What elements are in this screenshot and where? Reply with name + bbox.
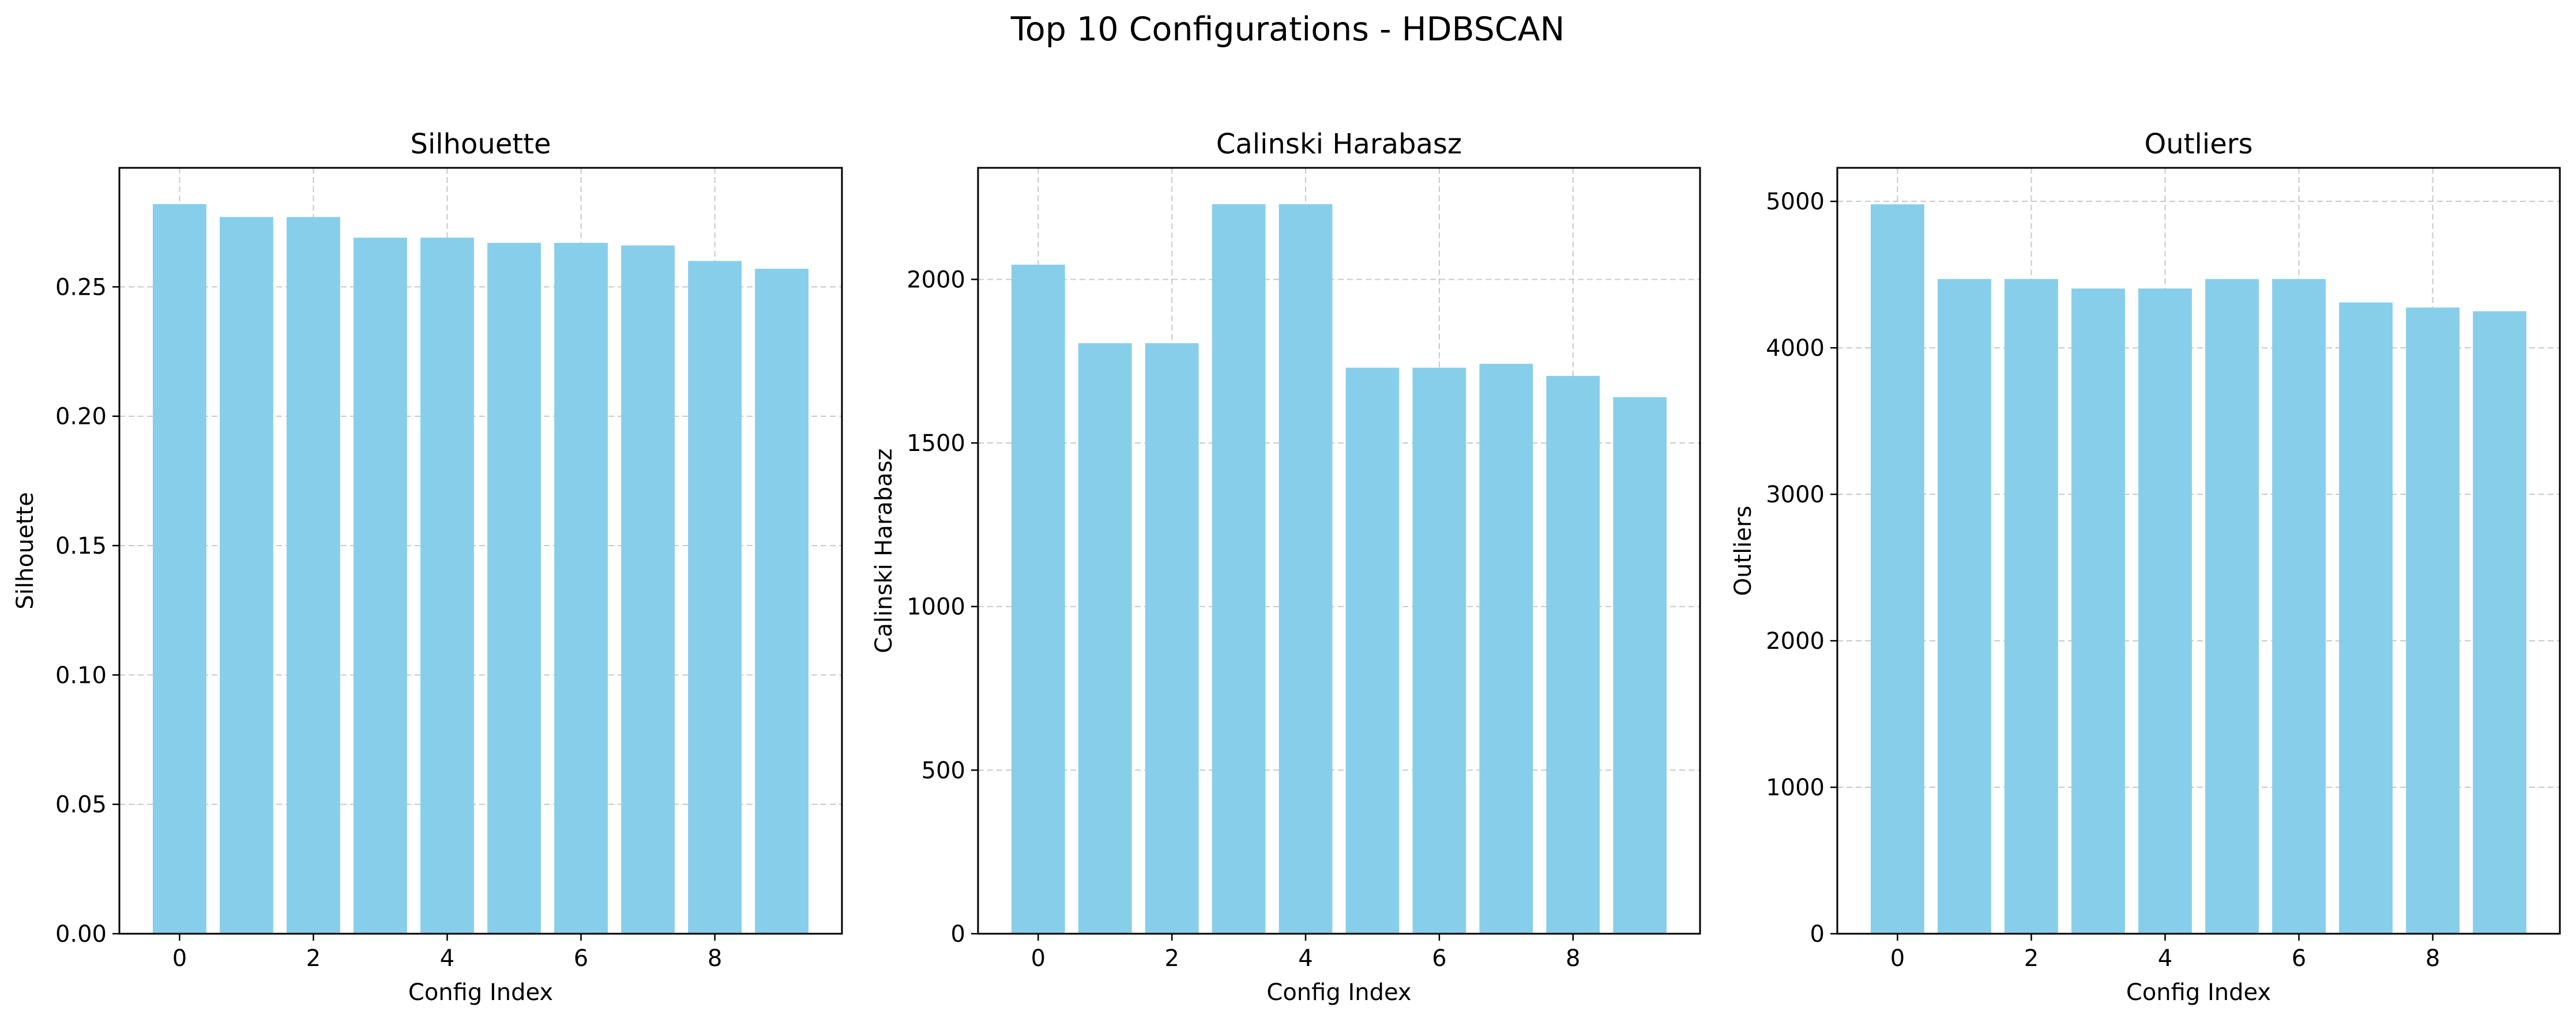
y-tick-label: 500 bbox=[922, 757, 965, 784]
bar-2 bbox=[2005, 279, 2058, 934]
chart-panels: 0.00 0.05 0.10 0.15 0.20 0.25 0 2 4 6 8 Silhouette C… bbox=[12, 128, 2561, 1006]
bar-2 bbox=[1145, 343, 1199, 934]
x-tick-label: 2 bbox=[2024, 945, 2039, 972]
x-tick-label: 4 bbox=[2158, 945, 2172, 972]
y-tick-label: 1000 bbox=[907, 594, 965, 621]
bar-5 bbox=[2205, 279, 2259, 934]
bar-7 bbox=[2339, 302, 2393, 934]
bar-1 bbox=[1938, 279, 1991, 934]
y-tick-label: 0.05 bbox=[55, 792, 107, 818]
y-tick-label: 0.15 bbox=[55, 533, 107, 559]
bar-4 bbox=[1278, 204, 1333, 934]
bar-2 bbox=[287, 217, 340, 934]
bar-0 bbox=[1011, 264, 1065, 934]
panel-title: Calinski Harabasz bbox=[1216, 128, 1462, 160]
bar-9 bbox=[2473, 311, 2526, 934]
bar-8 bbox=[1546, 375, 1600, 934]
y-axis-label: Silhouette bbox=[12, 492, 39, 609]
y-tick-label: 0 bbox=[951, 921, 965, 948]
bar-3 bbox=[354, 238, 407, 934]
x-tick-label: 6 bbox=[2292, 945, 2306, 972]
x-tick-label: 0 bbox=[1890, 945, 1905, 972]
y-tick-label: 1000 bbox=[1766, 775, 1825, 801]
x-tick-label: 0 bbox=[172, 945, 187, 972]
bar-0 bbox=[153, 204, 206, 934]
bar-3 bbox=[2071, 288, 2125, 934]
bar-9 bbox=[755, 268, 808, 934]
axes-frame bbox=[1836, 167, 2561, 935]
bar-8 bbox=[2406, 307, 2460, 934]
bar-8 bbox=[688, 261, 742, 934]
bar-6 bbox=[1412, 367, 1466, 934]
y-tick-label: 2000 bbox=[907, 266, 965, 293]
y-tick-label: 0.00 bbox=[55, 921, 107, 948]
y-tick-label: 1500 bbox=[907, 430, 965, 457]
x-axis-label: Config Index bbox=[1266, 979, 1411, 1006]
x-axis-label: Config Index bbox=[408, 979, 553, 1006]
bar-6 bbox=[554, 243, 608, 934]
bar-7 bbox=[1479, 363, 1533, 934]
chart-panel-0: 0.00 0.05 0.10 0.15 0.20 0.25 0 2 4 6 8 Silhouette C… bbox=[12, 128, 843, 1006]
chart-panel-1: 0 500 1000 1500 2000 0 2 4 6 8 Calinski Harabasz Co… bbox=[871, 128, 1701, 1006]
x-tick-label: 2 bbox=[1164, 945, 1179, 972]
y-tick-label: 0.20 bbox=[55, 404, 107, 430]
x-tick-label: 2 bbox=[306, 945, 321, 972]
figure-suptitle: Top 10 Configurations - HDBSCAN bbox=[1010, 10, 1565, 48]
bar-6 bbox=[2272, 279, 2326, 934]
x-tick-label: 8 bbox=[2425, 945, 2440, 972]
axes-frame bbox=[977, 167, 1701, 935]
x-tick-label: 8 bbox=[708, 945, 722, 972]
chart-panel-2: 0 1000 2000 3000 4000 5000 0 2 4 6 8 Outliers Config… bbox=[1730, 128, 2561, 1006]
y-axis-label: Outliers bbox=[1730, 506, 1757, 596]
y-tick-label: 2000 bbox=[1766, 628, 1825, 655]
x-tick-label: 6 bbox=[1432, 945, 1446, 972]
bar-1 bbox=[220, 217, 273, 934]
x-tick-label: 6 bbox=[574, 945, 588, 972]
bar-1 bbox=[1078, 343, 1132, 934]
bar-0 bbox=[1871, 204, 1924, 934]
y-tick-label: 0 bbox=[1810, 921, 1825, 948]
y-tick-label: 0.10 bbox=[55, 662, 107, 689]
bar-3 bbox=[1212, 204, 1266, 934]
panel-title: Outliers bbox=[2145, 128, 2253, 160]
bar-7 bbox=[621, 245, 675, 934]
bar-4 bbox=[420, 238, 474, 934]
y-axis-label: Calinski Harabasz bbox=[871, 448, 897, 653]
y-tick-label: 0.25 bbox=[55, 274, 107, 300]
x-tick-label: 8 bbox=[1566, 945, 1580, 972]
panel-title: Silhouette bbox=[410, 128, 551, 160]
axes-frame bbox=[118, 167, 843, 935]
bar-9 bbox=[1613, 397, 1667, 934]
x-tick-label: 0 bbox=[1031, 945, 1046, 972]
x-tick-label: 4 bbox=[1298, 945, 1313, 972]
x-axis-label: Config Index bbox=[2126, 979, 2271, 1006]
y-tick-label: 5000 bbox=[1766, 189, 1825, 215]
x-tick-label: 4 bbox=[440, 945, 454, 972]
y-tick-label: 3000 bbox=[1766, 482, 1825, 508]
y-tick-label: 4000 bbox=[1766, 335, 1825, 362]
bar-5 bbox=[487, 243, 541, 934]
bar-4 bbox=[2138, 288, 2192, 934]
bar-5 bbox=[1345, 367, 1400, 934]
